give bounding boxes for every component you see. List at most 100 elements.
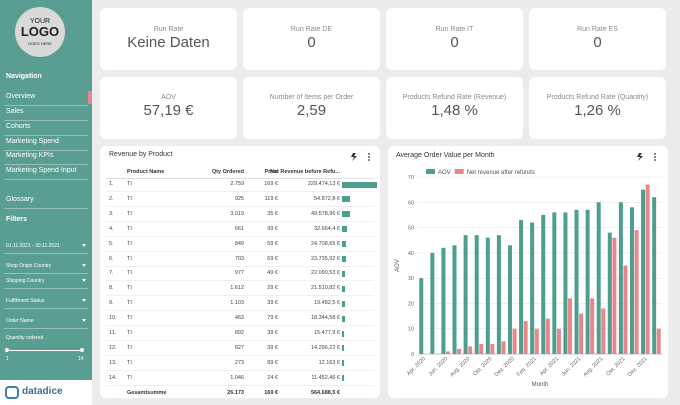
- filter[interactable]: Fulfillment Status: [6, 298, 45, 304]
- bar: [641, 189, 646, 354]
- y-tick-label: 50: [408, 226, 414, 232]
- row-rule: [106, 250, 374, 252]
- bar: [645, 184, 650, 354]
- cell: 99 €: [267, 225, 278, 232]
- kpi-value: 0: [593, 34, 602, 51]
- nav-separator: [4, 135, 88, 136]
- cell: TI: [127, 195, 132, 202]
- x-tick-label: Okt. 2021: [605, 356, 626, 377]
- cell: 79 €: [267, 315, 278, 322]
- filter-separator: [4, 308, 88, 309]
- cell: 18.344,58 €: [310, 315, 340, 322]
- revenue-bar: [342, 256, 346, 262]
- revenue-bar: [342, 360, 344, 367]
- filter[interactable]: 01.11.2021 - 30.11.2021: [6, 243, 60, 249]
- legend-swatch: [454, 169, 464, 174]
- filter-separator: [4, 288, 88, 289]
- cell: 22.090,53 €: [310, 270, 340, 277]
- revenue-bar: [342, 315, 345, 322]
- bar: [563, 212, 568, 354]
- logo-text: LOGO: [21, 24, 59, 39]
- kpi-value: 0: [307, 34, 316, 51]
- x-tick-label: Okt. 2020: [472, 356, 493, 377]
- cell: 3.019: [230, 210, 244, 217]
- brand-icon: [5, 386, 19, 399]
- chart: Average Order Value per Month 0 10 20 30 40 50…: [395, 152, 662, 388]
- bar: [490, 343, 495, 354]
- revenue-bar: [342, 270, 346, 277]
- bar: [419, 278, 424, 354]
- kpi-card: Run Rate IT 0: [386, 8, 523, 70]
- kpi-card: Products Refund Rate (Quantity) 1,26 %: [529, 77, 666, 139]
- x-axis-label: Month: [532, 382, 549, 388]
- nav-item[interactable]: Marketing Spend: [6, 138, 59, 145]
- slider-handle[interactable]: [80, 348, 84, 352]
- slider-handle[interactable]: [5, 348, 9, 352]
- x-tick-label: Apr. 2020: [406, 356, 427, 377]
- filter[interactable]: Order Name: [6, 318, 34, 324]
- cell: 32.664,4 €: [314, 225, 340, 232]
- kpi-card: Products Refund Rate (Revenue) 1,48 %: [386, 77, 523, 139]
- row-index: 6.: [109, 255, 114, 262]
- cell: 119 €: [264, 195, 278, 202]
- cell: 39 €: [267, 300, 278, 307]
- nav-item[interactable]: Marketing Spend Input: [6, 167, 77, 174]
- y-tick-label: 0: [411, 352, 414, 358]
- kpi-label: Number of Items per Order: [269, 94, 354, 101]
- revenue-bar: [342, 181, 377, 188]
- filters-title: Filters: [6, 216, 28, 223]
- y-axis-label: AOV: [395, 259, 401, 272]
- chart-title: Average Order Value per Month: [396, 152, 495, 159]
- slider-label: Quantity ordered: [6, 335, 44, 341]
- legend-label: Net revenue after refunds: [467, 170, 535, 176]
- bar: [446, 351, 451, 354]
- x-tick-label: Apr. 2021: [539, 356, 560, 377]
- column-header: Price: [264, 169, 278, 175]
- filter[interactable]: Shipping Country: [6, 278, 45, 284]
- bar: [568, 298, 573, 354]
- bar: [485, 237, 490, 354]
- cell: 892: [234, 330, 244, 336]
- bar: [452, 245, 457, 354]
- kpi-value: 0: [450, 34, 459, 51]
- row-index: 2.: [109, 195, 114, 202]
- row-index: 5.: [109, 240, 114, 247]
- kpi-label: AOV: [161, 94, 176, 101]
- active-indicator: [88, 91, 92, 104]
- cell: 463: [234, 315, 244, 322]
- nav-item[interactable]: Overview: [6, 93, 36, 100]
- cell: TI: [127, 285, 132, 292]
- filter[interactable]: Shop Origin Country: [6, 263, 52, 269]
- cell: 1.046: [230, 374, 244, 381]
- slider-track: [7, 350, 82, 351]
- row-rule: [106, 265, 374, 267]
- bar: [590, 298, 595, 354]
- column-header: Net Revenue before Refu...: [270, 169, 340, 175]
- logo-circle: [15, 7, 65, 57]
- nav-item[interactable]: Sales: [6, 108, 24, 115]
- cell: TI: [127, 330, 132, 336]
- cell: 49.578,96 €: [310, 210, 340, 217]
- cell: TI: [127, 181, 132, 187]
- cell: 661: [234, 225, 244, 232]
- bar: [629, 207, 634, 354]
- card-icons: [351, 153, 370, 161]
- y-tick-label: 70: [408, 175, 414, 181]
- column-header: Product Name: [127, 169, 165, 175]
- nav-item[interactable]: Marketing KPIs: [6, 152, 54, 159]
- cell: 35 €: [267, 210, 278, 217]
- y-tick-label: 30: [408, 276, 414, 282]
- row-rule: [106, 191, 374, 192]
- brand-name: datadice: [22, 386, 63, 397]
- row-rule: [106, 310, 374, 312]
- table-title: Revenue by Product: [109, 151, 173, 158]
- bar: [623, 265, 628, 354]
- nav-item[interactable]: Cohorts: [6, 123, 31, 130]
- dropdown-arrow: [82, 319, 86, 322]
- nav-item[interactable]: Glossary: [6, 196, 34, 203]
- bar: [474, 235, 479, 354]
- cell: 273: [234, 359, 244, 366]
- row-index: 7.: [109, 270, 114, 277]
- filter-separator: [4, 253, 88, 254]
- row-index: 12.: [109, 344, 117, 351]
